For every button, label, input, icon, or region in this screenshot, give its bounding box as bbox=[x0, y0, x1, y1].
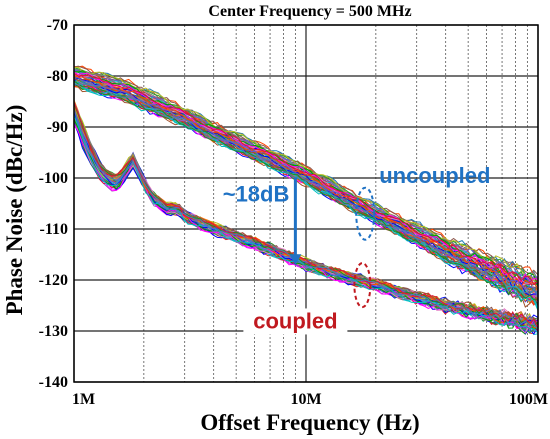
delta-arrow-head bbox=[289, 254, 302, 266]
y-tick-label: -80 bbox=[47, 68, 68, 85]
series-lines bbox=[73, 65, 539, 336]
plot-frame bbox=[73, 24, 539, 383]
series-line-uncoupled bbox=[73, 66, 539, 283]
series-line-uncoupled bbox=[73, 86, 539, 308]
annotations: ~18dB uncoupled coupled bbox=[223, 163, 490, 335]
series-group-uncoupled bbox=[73, 65, 539, 311]
series-line-coupled bbox=[73, 103, 539, 327]
chart-title: Center Frequency = 500 MHz bbox=[208, 3, 411, 20]
uncoupled-label: uncoupled bbox=[379, 163, 490, 188]
uncoupled-ellipse bbox=[355, 186, 376, 241]
series-line-uncoupled bbox=[73, 70, 539, 286]
y-tick-label: -110 bbox=[40, 221, 68, 238]
x-axis-title: Offset Frequency (Hz) bbox=[200, 410, 419, 435]
series-line-uncoupled bbox=[73, 73, 539, 286]
y-tick-label: -140 bbox=[39, 374, 68, 391]
series-group-coupled bbox=[73, 99, 539, 336]
coupled-label: coupled bbox=[253, 308, 337, 333]
delta-label: ~18dB bbox=[223, 182, 290, 207]
coupled-ellipse bbox=[353, 262, 372, 309]
series-line-uncoupled bbox=[73, 83, 539, 299]
y-tick-label: -120 bbox=[39, 272, 68, 289]
y-tick-label: -70 bbox=[47, 17, 68, 34]
y-tick-label: -130 bbox=[39, 323, 68, 340]
y-tick-label: -90 bbox=[47, 119, 68, 136]
series-line-coupled bbox=[73, 109, 539, 331]
x-tick-label: 1M bbox=[72, 391, 95, 408]
y-tick-label: -100 bbox=[39, 170, 68, 187]
y-axis-title: Phase Noise (dBc/Hz) bbox=[2, 105, 27, 316]
x-tick-label: 10M bbox=[290, 391, 321, 408]
coupled-label-background bbox=[243, 308, 348, 335]
series-line-uncoupled bbox=[73, 65, 539, 276]
x-tick-label: 100M bbox=[509, 391, 548, 408]
